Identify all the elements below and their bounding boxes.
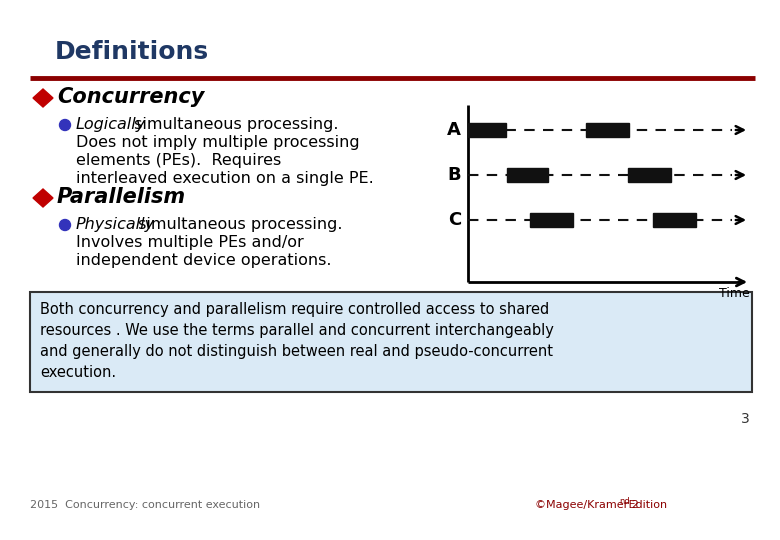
- Text: Physically: Physically: [76, 218, 155, 233]
- Text: execution.: execution.: [40, 365, 116, 380]
- Text: elements (PEs).  Requires: elements (PEs). Requires: [76, 153, 282, 168]
- Bar: [468, 123, 505, 137]
- Text: B: B: [448, 166, 461, 184]
- Text: simultaneous processing.: simultaneous processing.: [129, 118, 339, 132]
- Bar: [628, 168, 671, 182]
- Text: Time: Time: [719, 287, 750, 300]
- Text: Both concurrency and parallelism require controlled access to shared: Both concurrency and parallelism require…: [40, 302, 549, 317]
- Bar: [653, 213, 697, 227]
- Text: and generally do not distinguish between real and pseudo-concurrent: and generally do not distinguish between…: [40, 344, 553, 359]
- Polygon shape: [33, 89, 53, 107]
- Text: Involves multiple PEs and/or: Involves multiple PEs and/or: [76, 235, 303, 251]
- Text: C: C: [448, 211, 461, 229]
- Text: Concurrency: Concurrency: [57, 87, 204, 107]
- Text: Definitions: Definitions: [55, 40, 209, 64]
- Text: A: A: [447, 121, 461, 139]
- Circle shape: [59, 119, 70, 131]
- Text: Parallelism: Parallelism: [57, 187, 186, 207]
- Bar: [530, 213, 573, 227]
- Circle shape: [59, 219, 70, 231]
- Polygon shape: [33, 189, 53, 207]
- Text: simultaneous processing.: simultaneous processing.: [133, 218, 342, 233]
- Text: nd: nd: [619, 497, 629, 506]
- Text: 3: 3: [741, 412, 750, 426]
- Bar: [507, 168, 548, 182]
- Text: interleaved execution on a single PE.: interleaved execution on a single PE.: [76, 172, 374, 186]
- Text: Does not imply multiple processing: Does not imply multiple processing: [76, 136, 360, 151]
- Text: resources . We use the terms parallel and concurrent interchangeably: resources . We use the terms parallel an…: [40, 323, 554, 338]
- Text: Logically: Logically: [76, 118, 147, 132]
- Text: 2015  Concurrency: concurrent execution: 2015 Concurrency: concurrent execution: [30, 500, 260, 510]
- Text: ©Magee/Kramer 2: ©Magee/Kramer 2: [535, 500, 639, 510]
- Text: Edition: Edition: [625, 500, 667, 510]
- Bar: [586, 123, 629, 137]
- Text: independent device operations.: independent device operations.: [76, 253, 332, 268]
- Bar: [30, 292, 752, 392]
